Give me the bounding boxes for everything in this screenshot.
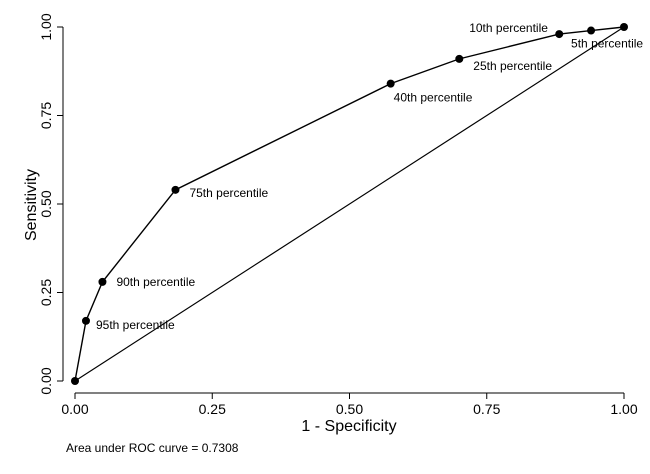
x-axis-title: 1 - Specificity [301, 418, 396, 435]
roc-point [455, 54, 464, 63]
x-tick-label: 0.00 [61, 401, 88, 417]
roc-point-label: 25th percentile [473, 59, 552, 73]
roc-point [71, 377, 79, 385]
x-tick-label: 0.75 [473, 401, 500, 417]
roc-point-label: 75th percentile [189, 186, 268, 200]
roc-point-label: 95th percentile [96, 318, 175, 332]
roc-point [587, 26, 596, 35]
roc-point-label: 40th percentile [394, 91, 473, 105]
roc-point-label: 10th percentile [469, 21, 548, 35]
y-tick-label: 0.00 [38, 367, 54, 394]
roc-point [81, 316, 90, 325]
y-axis-title: Sensitivity [23, 169, 40, 241]
auc-annotation: Area under ROC curve = 0.7308 [66, 441, 239, 455]
points-layer: 95th percentile 90th percentile 75th perce… [71, 21, 643, 385]
x-tick-label: 1.00 [610, 401, 637, 417]
x-tick-label: 0.25 [199, 401, 226, 417]
roc-point [620, 23, 628, 31]
roc-point-label: 90th percentile [116, 275, 195, 289]
y-tick-label: 0.75 [38, 102, 54, 129]
reference-line-layer [74, 26, 625, 382]
y-tick-label: 1.00 [38, 13, 54, 40]
roc-point [171, 185, 180, 194]
roc-point [386, 79, 395, 88]
roc-point-label: 5th percentile [571, 37, 643, 51]
x-tick-label: 0.50 [336, 401, 363, 417]
y-tick-label: 0.50 [38, 190, 54, 217]
roc-point [555, 30, 564, 39]
roc-point [98, 277, 107, 286]
reference-diagonal-line [74, 26, 625, 382]
y-tick-label: 0.25 [38, 279, 54, 306]
axes: 0.00 0.25 0.50 0.75 1.00 0.00 0.25 0.50 0.75 1.00 [38, 13, 638, 417]
